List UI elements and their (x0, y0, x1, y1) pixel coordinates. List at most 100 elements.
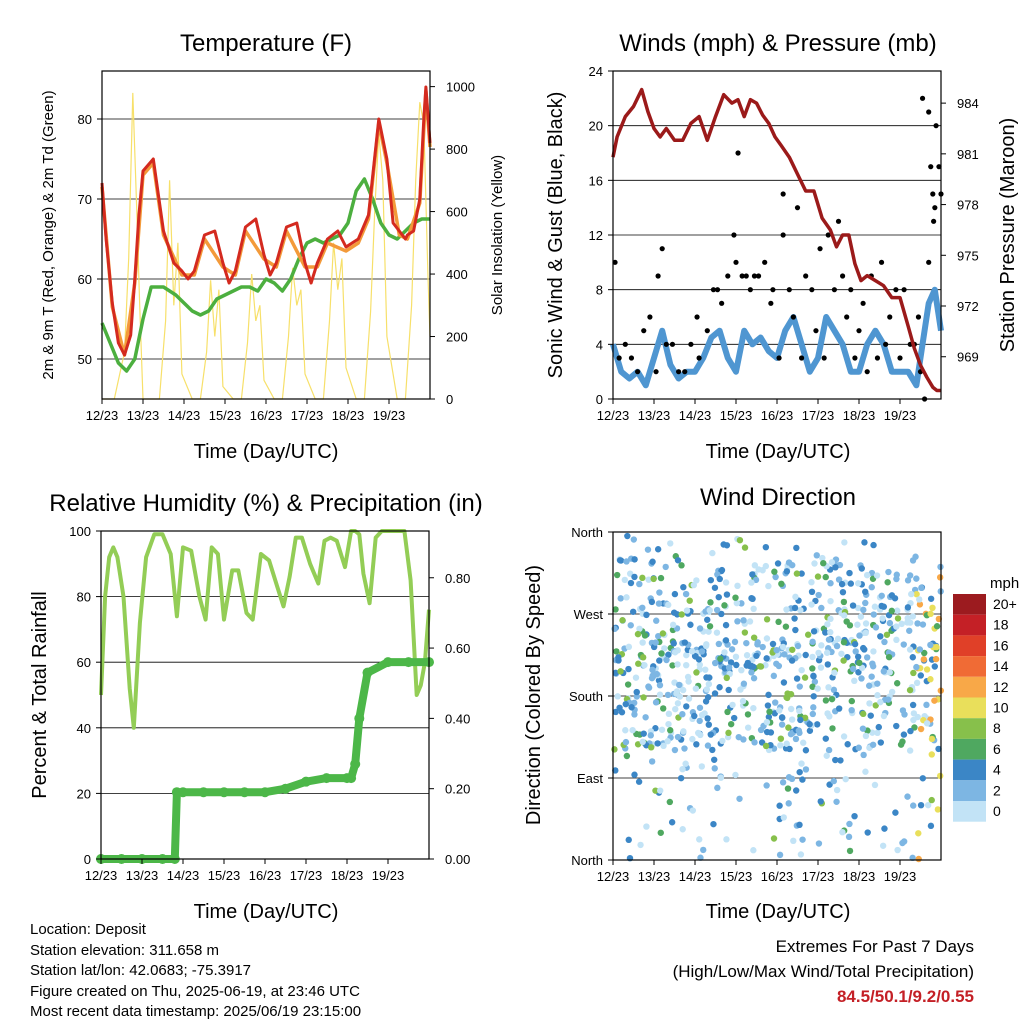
gust-point (831, 287, 838, 293)
direction-point (904, 619, 911, 626)
direction-point (688, 648, 696, 655)
gust-point (739, 273, 745, 279)
direction-point (909, 613, 917, 620)
direction-point (826, 713, 833, 720)
x-tick-label: 17/23 (802, 408, 835, 423)
direction-point (697, 854, 704, 861)
direction-point (798, 570, 805, 577)
direction-x-ticks: 12/23 13/23 14/23 15/23 16/23 17/23 18/23 19/23 (597, 860, 916, 884)
legend-swatch (953, 676, 986, 698)
direction-point (631, 771, 638, 778)
gust-point (794, 205, 801, 211)
direction-point (611, 625, 618, 633)
direction-point (632, 674, 640, 681)
x-tick-label: 19/23 (884, 408, 917, 423)
direction-point (685, 678, 692, 685)
precip-line (101, 658, 429, 863)
direction-point (928, 735, 936, 743)
winds-series (610, 87, 944, 402)
direction-point (900, 731, 908, 738)
direction-point (672, 705, 679, 713)
direction-point (813, 552, 820, 559)
direction-point (796, 707, 803, 715)
direction-point (779, 779, 787, 786)
x-tick-label: 18/23 (843, 869, 876, 884)
direction-point (664, 738, 671, 745)
legend-label: 20+ (993, 596, 1017, 612)
direction-point (776, 851, 784, 859)
direction-point (861, 646, 868, 653)
direction-point (690, 581, 698, 589)
gust-point (915, 314, 922, 320)
direction-point (636, 625, 643, 632)
direction-point (825, 746, 833, 754)
direction-point (870, 648, 877, 655)
precip-point (301, 776, 311, 787)
y-tick-label: North (571, 853, 603, 868)
direction-point (762, 543, 770, 551)
direction-point (868, 673, 875, 680)
direction-point (874, 729, 881, 737)
direction-point (904, 604, 912, 611)
winds-y2-ticks: 969 972 975 978 981 984 (941, 96, 979, 365)
direction-point (809, 710, 817, 718)
direction-point (691, 712, 698, 720)
direction-point (845, 833, 853, 841)
gust-point (840, 273, 846, 279)
y2-tick-label: 800 (446, 142, 468, 157)
direction-point (822, 573, 829, 581)
direction-point (879, 615, 886, 622)
created-text: Figure created on Thu, 2025-06-19, at 23… (30, 982, 360, 1000)
direction-point (879, 842, 887, 849)
direction-point (655, 600, 663, 607)
direction-point (657, 787, 664, 794)
direction-point (660, 705, 667, 712)
direction-point (777, 742, 784, 749)
direction-point (732, 594, 739, 601)
direction-point (625, 643, 633, 651)
direction-point (885, 653, 893, 661)
direction-point (734, 618, 741, 625)
gust-point (616, 355, 622, 361)
humidity-title: Relative Humidity (%) & Precipitation (i… (49, 490, 482, 517)
y2-tick-label: 969 (957, 350, 979, 365)
direction-point (877, 739, 885, 746)
direction-point (613, 571, 621, 579)
direction-point (741, 544, 749, 551)
y-tick-label: 0 (84, 852, 91, 867)
direction-point (912, 553, 919, 560)
direction-point (828, 695, 836, 703)
x-tick-label: 15/23 (209, 408, 242, 423)
direction-point (683, 607, 691, 614)
x-tick-label: 13/23 (126, 868, 159, 883)
direction-point (693, 577, 700, 584)
gust-point (926, 109, 932, 115)
direction-point (778, 580, 785, 588)
direction-point (881, 638, 888, 646)
direction-point (650, 575, 657, 583)
direction-point (874, 692, 881, 699)
direction-point (799, 776, 806, 783)
direction-point (645, 576, 652, 583)
rh-line (99, 529, 431, 730)
direction-point (839, 828, 846, 836)
direction-point (649, 672, 656, 679)
direction-point (665, 651, 672, 658)
direction-point (703, 674, 710, 681)
y-tick-label: 50 (78, 352, 92, 367)
direction-point (907, 727, 914, 735)
direction-point (667, 540, 674, 547)
direction-point (818, 642, 825, 649)
winds-y-ticks: 0 4 8 12 16 20 24 (589, 64, 613, 407)
direction-point (844, 741, 851, 748)
direction-point (855, 669, 862, 676)
direction-point (704, 616, 711, 623)
direction-point (923, 701, 930, 709)
extremes-subheading: (High/Low/Max Wind/Total Precipitation) (672, 962, 974, 981)
gust-point (897, 355, 903, 361)
direction-point (858, 664, 866, 672)
precip-point (354, 713, 365, 724)
direction-point (767, 729, 775, 736)
direction-point (914, 620, 921, 627)
y-tick-label: 40 (77, 721, 91, 736)
